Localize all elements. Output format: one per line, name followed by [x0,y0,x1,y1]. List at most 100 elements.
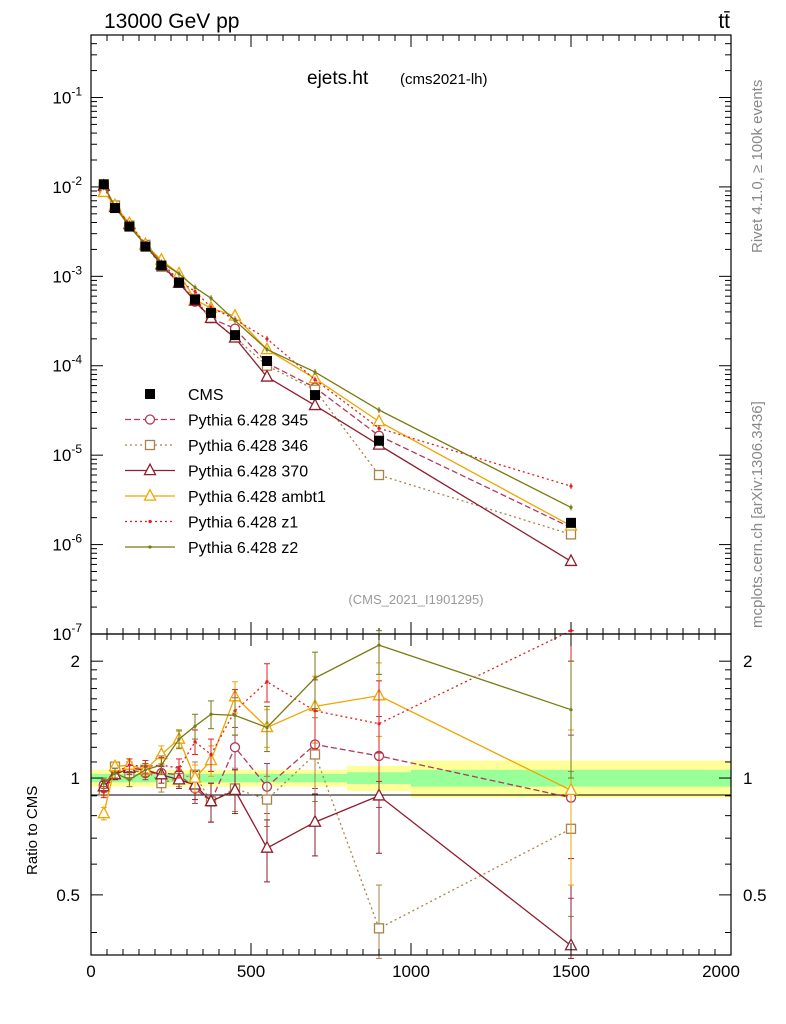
ratio-point [102,790,106,794]
legend-marker [143,488,157,501]
series-pythia-6-428-346 [98,182,577,540]
data-point [373,469,385,481]
legend-marker [144,439,156,451]
process-label: tt̄ [718,10,730,33]
ratio-point [228,782,242,796]
series-line [103,185,572,529]
data-point [233,318,237,323]
ratio-series-pythia-6-428-z2 [100,630,574,789]
mcplots-credit-label: mcplots.cern.ch [arXiv:1306.3436] [749,401,766,628]
legend-label: Pythia 6.428 346 [188,438,308,455]
ratio-panel: 0.5 0.5 1 1 2 2 0 500 1000 1500 2000 Ratio to CMS [24,629,767,981]
ratio-point [261,794,273,805]
ratio-point [569,708,573,712]
ratio-point [309,749,321,760]
ratio-point [377,643,381,647]
ratio-point [172,772,186,785]
ratio-point [204,793,218,807]
data-point [313,378,317,382]
cms-data-point [174,277,184,288]
series-line [103,191,572,527]
x-tick-label: 1500 [552,962,590,981]
ratio-point [569,629,573,633]
ratio-point [229,742,241,753]
ratio-point [313,676,317,680]
main-panel: 10-7 10-6 10-5 10-4 10-3 10-2 10-1 ejets.ht (c… [52,34,732,644]
data-point [564,553,578,567]
data-point [193,285,197,290]
ratio-point [193,724,197,728]
series-line [103,186,572,536]
ratio-point [177,737,181,741]
data-point [569,484,573,488]
legend-marker [148,545,152,549]
series-pythia-6-428-345 [98,180,577,533]
data-point [265,347,269,352]
x-tick-label: 500 [237,962,265,981]
ratio-point [308,814,322,827]
series-pythia-6-428-ambt1 [97,184,578,531]
legend-marker [148,519,152,524]
series-pythia-6-428-370 [97,178,578,567]
legend-label: Pythia 6.428 ambt1 [188,489,326,506]
legend-label: Pythia 6.428 z2 [188,540,298,557]
cms-data-point [98,179,109,190]
x-tick-labels: 0 500 1000 1500 2000 [86,962,740,981]
series-line [103,185,572,509]
ratio-point [209,712,213,716]
legend-marker [145,389,155,399]
data-point [565,529,577,540]
ratio-point [188,770,202,783]
y-tick-exponent: -1 [71,84,82,98]
legend-marker [143,462,157,476]
reference-band [91,760,731,798]
ratio-y-tick-label: 2 [71,652,80,671]
series-line [103,186,572,487]
y-tick-exponent: -6 [71,532,82,546]
y-tick-label: 10-5 [52,442,82,465]
y-tick-label: 10-4 [52,353,82,376]
ratio-point [260,840,274,853]
ratio-y-tick-labels: 0.5 0.5 1 1 2 2 [56,652,766,905]
ratio-point [372,788,386,801]
rivet-version-label: Rivet 4.1.0, ≥ 100k events [749,80,766,253]
ratio-y-tick-label: 1 [71,769,80,788]
legend-marker [144,414,156,425]
data-point [313,370,317,374]
legend-label: Pythia 6.428 370 [188,464,308,481]
plot-subtitle: (cms2021-lh) [400,71,488,88]
ratio-y-tick-label: 0.5 [56,886,80,905]
ratio-point [265,680,269,684]
ratio-y-axis-label: Ratio to CMS [24,786,41,875]
cms-data-point [190,294,200,305]
legend-label: Pythia 6.428 345 [188,413,308,430]
x-tick-label: 0 [86,962,95,981]
ratio-point [159,763,163,767]
data-point [377,426,381,430]
y-tick-label: 10-1 [52,84,82,107]
cms-data-point [110,203,120,214]
y-tick-label: 10-3 [52,263,82,286]
ratio-point [265,725,269,730]
data-point [209,296,213,300]
plot-title: ejets.ht [307,68,369,89]
ratio-y-tick-label-right: 0.5 [743,886,767,905]
legend-label: Pythia 6.428 z1 [188,515,298,532]
ratio-point [177,766,181,770]
data-point [372,413,386,427]
y-tick-label: 10-2 [52,174,82,197]
ratio-point [127,763,131,767]
cms-data-point [310,390,320,401]
ratio-series-pythia-6-428-345 [98,709,577,899]
analysis-watermark: (CMS_2021_I1901295) [348,592,483,607]
series-line [103,185,572,562]
x-tick-label: 1000 [392,962,430,981]
cms-data-point [156,260,167,271]
ratio-y-tick-label-right: 2 [743,652,752,671]
cms-data-point [140,241,151,252]
ratio-point [233,713,237,717]
data-point [569,505,573,510]
ratio-point [113,771,117,775]
data-point [260,369,274,382]
